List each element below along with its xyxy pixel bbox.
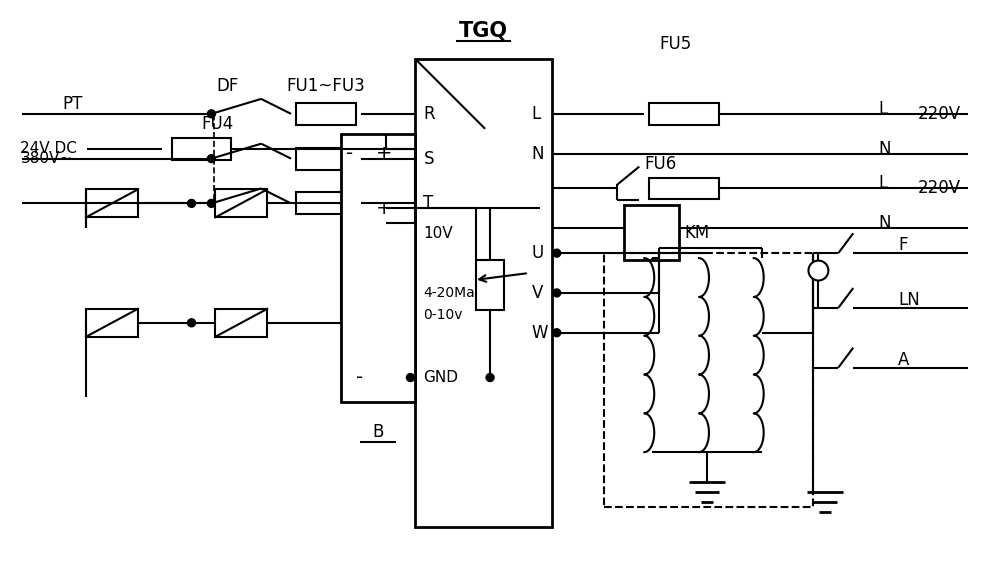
Text: A: A [898, 351, 909, 369]
Text: N: N [878, 215, 891, 233]
Text: 24V DC: 24V DC [20, 141, 77, 156]
Circle shape [188, 319, 196, 327]
Text: L: L [532, 105, 541, 123]
Text: L: L [878, 175, 887, 193]
Text: V: V [532, 284, 543, 302]
Bar [415, 59, 552, 527]
Bar [624, 205, 679, 260]
Text: +: + [376, 199, 392, 218]
Circle shape [553, 289, 561, 297]
Bar [476, 260, 504, 310]
Text: GND: GND [423, 370, 458, 385]
Circle shape [486, 373, 494, 382]
Bar [86, 190, 138, 217]
Text: F: F [898, 236, 908, 254]
Text: -: - [346, 144, 353, 163]
Text: 380V~: 380V~ [20, 151, 73, 166]
Text: N: N [878, 140, 891, 158]
Bar [296, 148, 356, 169]
Circle shape [207, 199, 215, 207]
Circle shape [553, 249, 561, 257]
Bar [604, 253, 813, 507]
Bar [649, 103, 719, 125]
Bar [341, 134, 415, 403]
Bar [215, 190, 267, 217]
Text: 220V: 220V [918, 105, 961, 123]
Circle shape [207, 110, 215, 118]
Text: B: B [372, 423, 384, 441]
Bar [172, 138, 231, 159]
Circle shape [207, 155, 215, 163]
Text: S: S [423, 150, 434, 168]
Text: N: N [532, 145, 544, 163]
Bar [86, 309, 138, 337]
Bar [296, 103, 356, 125]
Text: T: T [423, 194, 434, 212]
Text: 10V: 10V [423, 226, 453, 241]
Circle shape [553, 329, 561, 337]
Bar [296, 193, 356, 215]
Text: PT: PT [62, 95, 83, 113]
Text: 4-20Ma: 4-20Ma [423, 286, 475, 300]
Text: 0-10v: 0-10v [423, 308, 463, 322]
Bar [649, 177, 719, 199]
Text: -: - [356, 368, 363, 387]
Text: FU1~FU3: FU1~FU3 [286, 77, 365, 95]
Circle shape [406, 373, 414, 382]
Text: TGQ: TGQ [459, 21, 508, 41]
Text: FU4: FU4 [201, 115, 234, 133]
Text: +: + [376, 144, 392, 163]
Text: DF: DF [216, 77, 239, 95]
Text: KM: KM [684, 224, 709, 242]
Text: FU6: FU6 [644, 155, 677, 173]
Text: 220V: 220V [918, 180, 961, 198]
Circle shape [188, 199, 196, 207]
Text: FU5: FU5 [659, 35, 691, 53]
Text: W: W [532, 324, 548, 342]
Bar [215, 309, 267, 337]
Text: LN: LN [898, 291, 920, 309]
Text: L: L [878, 100, 887, 118]
Text: U: U [532, 244, 544, 262]
Text: R: R [423, 105, 435, 123]
Circle shape [808, 261, 828, 280]
